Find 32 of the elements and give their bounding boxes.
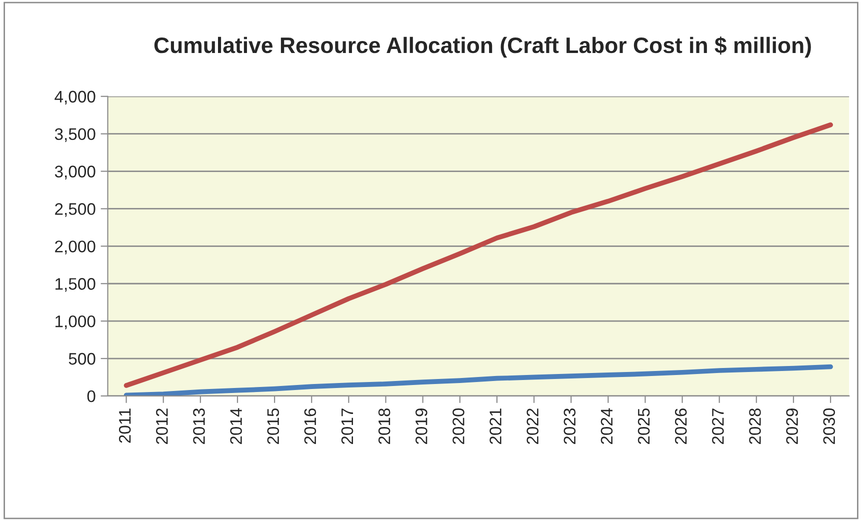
- line-series: [124, 122, 833, 388]
- x-tick-label: 2013: [193, 408, 205, 444]
- x-tick-label: 2024: [600, 408, 613, 444]
- y-tick-label: 3,000: [54, 166, 96, 180]
- y-tick-label: 2,500: [55, 203, 96, 217]
- x-tick-label: 2028: [749, 408, 761, 444]
- x-tick-label: 2021: [490, 408, 502, 444]
- x-tick-label: 2011: [118, 408, 131, 443]
- x-tick-label: 2030: [823, 408, 836, 444]
- x-tick-label: 2016: [304, 408, 316, 444]
- chart-title: Cumulative Resource Allocation (Craft Labor Cost in $ million): [154, 36, 811, 58]
- y-tick-label: 500: [68, 352, 96, 365]
- x-tick-label: 2012: [156, 408, 168, 444]
- x-tick-label: 2014: [230, 408, 242, 444]
- x-tick-label: 2027: [712, 408, 724, 444]
- x-tick-label: 2015: [267, 408, 280, 444]
- y-tick-label: 3,500: [54, 128, 96, 142]
- y-tick-label: 2,000: [55, 240, 96, 254]
- line-series: [124, 364, 833, 396]
- y-tick-label: 0: [87, 390, 96, 402]
- x-tick-label: 2020: [452, 408, 464, 444]
- x-tick-label: 2022: [526, 408, 538, 444]
- x-tick-label: 2019: [415, 408, 428, 444]
- y-tick-label: 1,500: [56, 278, 96, 292]
- x-tick-label: 2029: [786, 408, 798, 444]
- x-tick-label: 2026: [674, 408, 687, 444]
- x-tick-label: 2023: [564, 408, 576, 444]
- y-tick-label: 4,000: [54, 90, 96, 105]
- x-tick-label: 2017: [341, 408, 354, 444]
- y-tick-label: 1,000: [56, 315, 96, 330]
- x-tick-label: 2018: [378, 408, 390, 444]
- x-tick-label: 2025: [638, 408, 650, 444]
